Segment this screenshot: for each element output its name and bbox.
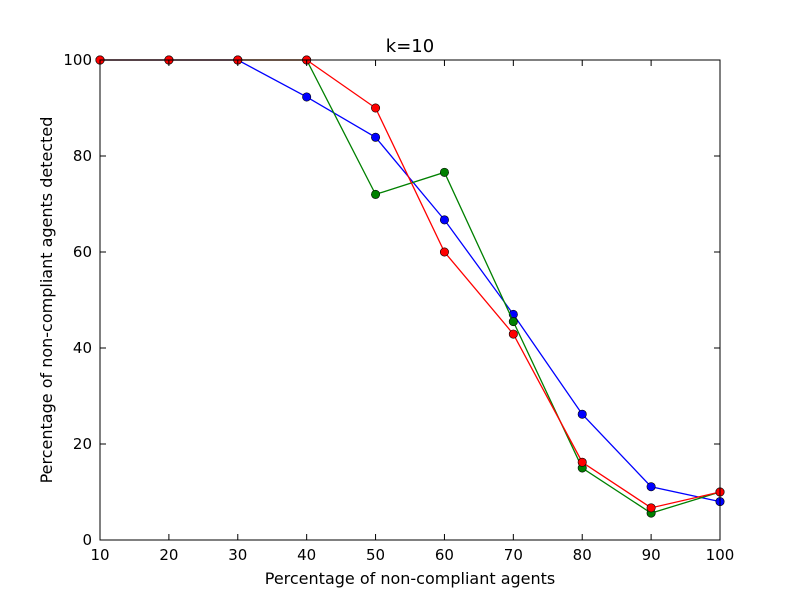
x-tick-label: 50: [366, 546, 385, 564]
series-line: [100, 59, 721, 503]
y-tick-label: 40: [73, 339, 92, 357]
x-tick-label: 100: [706, 546, 735, 564]
x-axis-label: Percentage of non-compliant agents: [265, 569, 556, 588]
series-1: [95, 55, 725, 507]
x-tick-label: 80: [573, 546, 592, 564]
data-point: [646, 482, 656, 492]
data-point: [439, 167, 449, 177]
x-tick-label: 30: [228, 546, 247, 564]
y-tick-label: 100: [63, 51, 92, 69]
data-point: [508, 329, 518, 339]
data-point: [439, 247, 449, 257]
x-tick-label: 10: [90, 546, 109, 564]
data-point: [439, 215, 449, 225]
data-point: [371, 103, 381, 113]
x-tick-label: 40: [297, 546, 316, 564]
x-tick-label: 20: [159, 546, 178, 564]
y-tick-label: 0: [82, 531, 92, 549]
y-tick-label: 20: [73, 435, 92, 453]
y-axis-label: Percentage of non-compliant agents detec…: [37, 117, 56, 484]
series-2: [95, 55, 725, 518]
data-point: [508, 317, 518, 327]
x-tick-label: 60: [435, 546, 454, 564]
series-3: [95, 55, 725, 513]
chart-title: k=10: [386, 36, 434, 57]
series-layer: [95, 55, 725, 518]
y-tick-label: 60: [73, 243, 92, 261]
data-point: [646, 503, 656, 513]
x-tick-label: 70: [504, 546, 523, 564]
series-line: [100, 59, 721, 514]
data-point: [577, 457, 587, 467]
data-point: [577, 409, 587, 419]
series-line: [100, 59, 721, 509]
data-point: [302, 92, 312, 102]
data-point: [371, 189, 381, 199]
data-point: [371, 132, 381, 142]
y-tick-label: 80: [73, 147, 92, 165]
plot-area-frame: [99, 59, 721, 541]
ticks-layer: 10 20 30 40 50 60 70 80 90 100 0 20 40 60 80 100: [63, 51, 734, 564]
x-tick-label: 90: [642, 546, 661, 564]
